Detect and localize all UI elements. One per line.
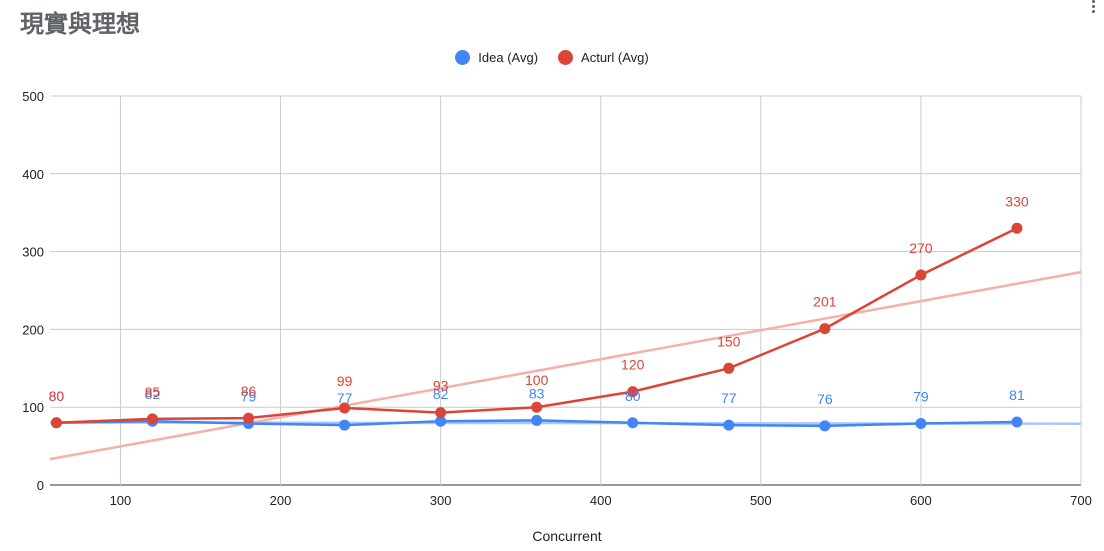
data-label-idea: 79 bbox=[241, 389, 257, 405]
legend-item-acturl[interactable]: Acturl (Avg) bbox=[558, 50, 649, 65]
data-label-idea: 77 bbox=[337, 390, 353, 406]
y-tick-label: 500 bbox=[22, 89, 44, 104]
legend: Idea (Avg) Acturl (Avg) bbox=[0, 50, 1104, 65]
more-options-icon[interactable] bbox=[1088, 0, 1098, 14]
data-point-acturl bbox=[435, 407, 447, 419]
data-point-acturl bbox=[339, 402, 351, 414]
y-tick-label: 300 bbox=[22, 245, 44, 260]
data-point-acturl bbox=[50, 417, 62, 429]
y-tick-label: 400 bbox=[22, 167, 44, 182]
x-tick-label: 300 bbox=[430, 493, 452, 508]
data-point-acturl bbox=[146, 413, 158, 425]
data-label-idea: 81 bbox=[1009, 387, 1025, 403]
data-label-acturl: 93 bbox=[433, 378, 449, 394]
data-label-idea: 76 bbox=[817, 391, 833, 407]
legend-label-idea: Idea (Avg) bbox=[478, 50, 539, 65]
data-label-idea: 80 bbox=[625, 388, 641, 404]
data-label-idea: 83 bbox=[529, 385, 545, 401]
data-point-idea bbox=[435, 415, 447, 427]
x-tick-label: 100 bbox=[110, 493, 132, 508]
x-tick-label: 400 bbox=[590, 493, 612, 508]
data-label-acturl: 150 bbox=[717, 333, 741, 349]
y-tick-label: 0 bbox=[37, 478, 44, 493]
x-tick-label: 700 bbox=[1070, 493, 1092, 508]
data-point-idea bbox=[915, 418, 927, 430]
data-label-acturl: 80 bbox=[49, 388, 65, 404]
data-label-acturl: 120 bbox=[621, 357, 645, 373]
data-label-idea: 79 bbox=[913, 389, 929, 405]
data-point-acturl bbox=[531, 401, 543, 413]
legend-swatch-acturl bbox=[558, 50, 574, 65]
y-tick-label: 100 bbox=[22, 400, 44, 415]
x-tick-label: 200 bbox=[270, 493, 292, 508]
y-tick-label: 200 bbox=[22, 322, 44, 337]
data-label-acturl: 330 bbox=[1005, 193, 1029, 209]
trendline-acturl bbox=[49, 270, 1082, 461]
data-point-acturl bbox=[915, 269, 927, 281]
legend-swatch-idea bbox=[455, 50, 471, 65]
data-point-acturl bbox=[627, 386, 639, 398]
data-point-idea bbox=[723, 419, 735, 431]
legend-label-acturl: Acturl (Avg) bbox=[581, 50, 649, 65]
data-label-acturl: 99 bbox=[337, 373, 353, 389]
data-label-acturl: 270 bbox=[909, 240, 933, 256]
data-label-acturl: 86 bbox=[241, 383, 257, 399]
x-tick-label: 600 bbox=[910, 493, 932, 508]
data-point-idea bbox=[1011, 416, 1023, 428]
legend-item-idea[interactable]: Idea (Avg) bbox=[455, 50, 538, 65]
x-tick-label: 500 bbox=[750, 493, 772, 508]
data-point-acturl bbox=[1011, 222, 1023, 234]
data-point-idea bbox=[339, 419, 351, 431]
data-point-acturl bbox=[819, 323, 831, 335]
data-point-idea bbox=[627, 417, 639, 429]
data-label-idea: 82 bbox=[433, 386, 449, 402]
x-axis-label: Concurrent bbox=[532, 528, 602, 544]
data-point-acturl bbox=[243, 412, 255, 424]
data-point-acturl bbox=[723, 362, 735, 374]
data-point-idea bbox=[531, 414, 543, 426]
data-label-acturl: 201 bbox=[813, 294, 837, 310]
data-label-idea: 77 bbox=[721, 390, 737, 406]
chart-title: 現實與理想 bbox=[20, 10, 140, 38]
data-label-acturl: 100 bbox=[525, 372, 549, 388]
data-label-idea: 80 bbox=[49, 388, 65, 404]
data-label-idea: 82 bbox=[145, 386, 161, 402]
data-label-acturl: 85 bbox=[145, 384, 161, 400]
data-point-idea bbox=[819, 420, 831, 432]
